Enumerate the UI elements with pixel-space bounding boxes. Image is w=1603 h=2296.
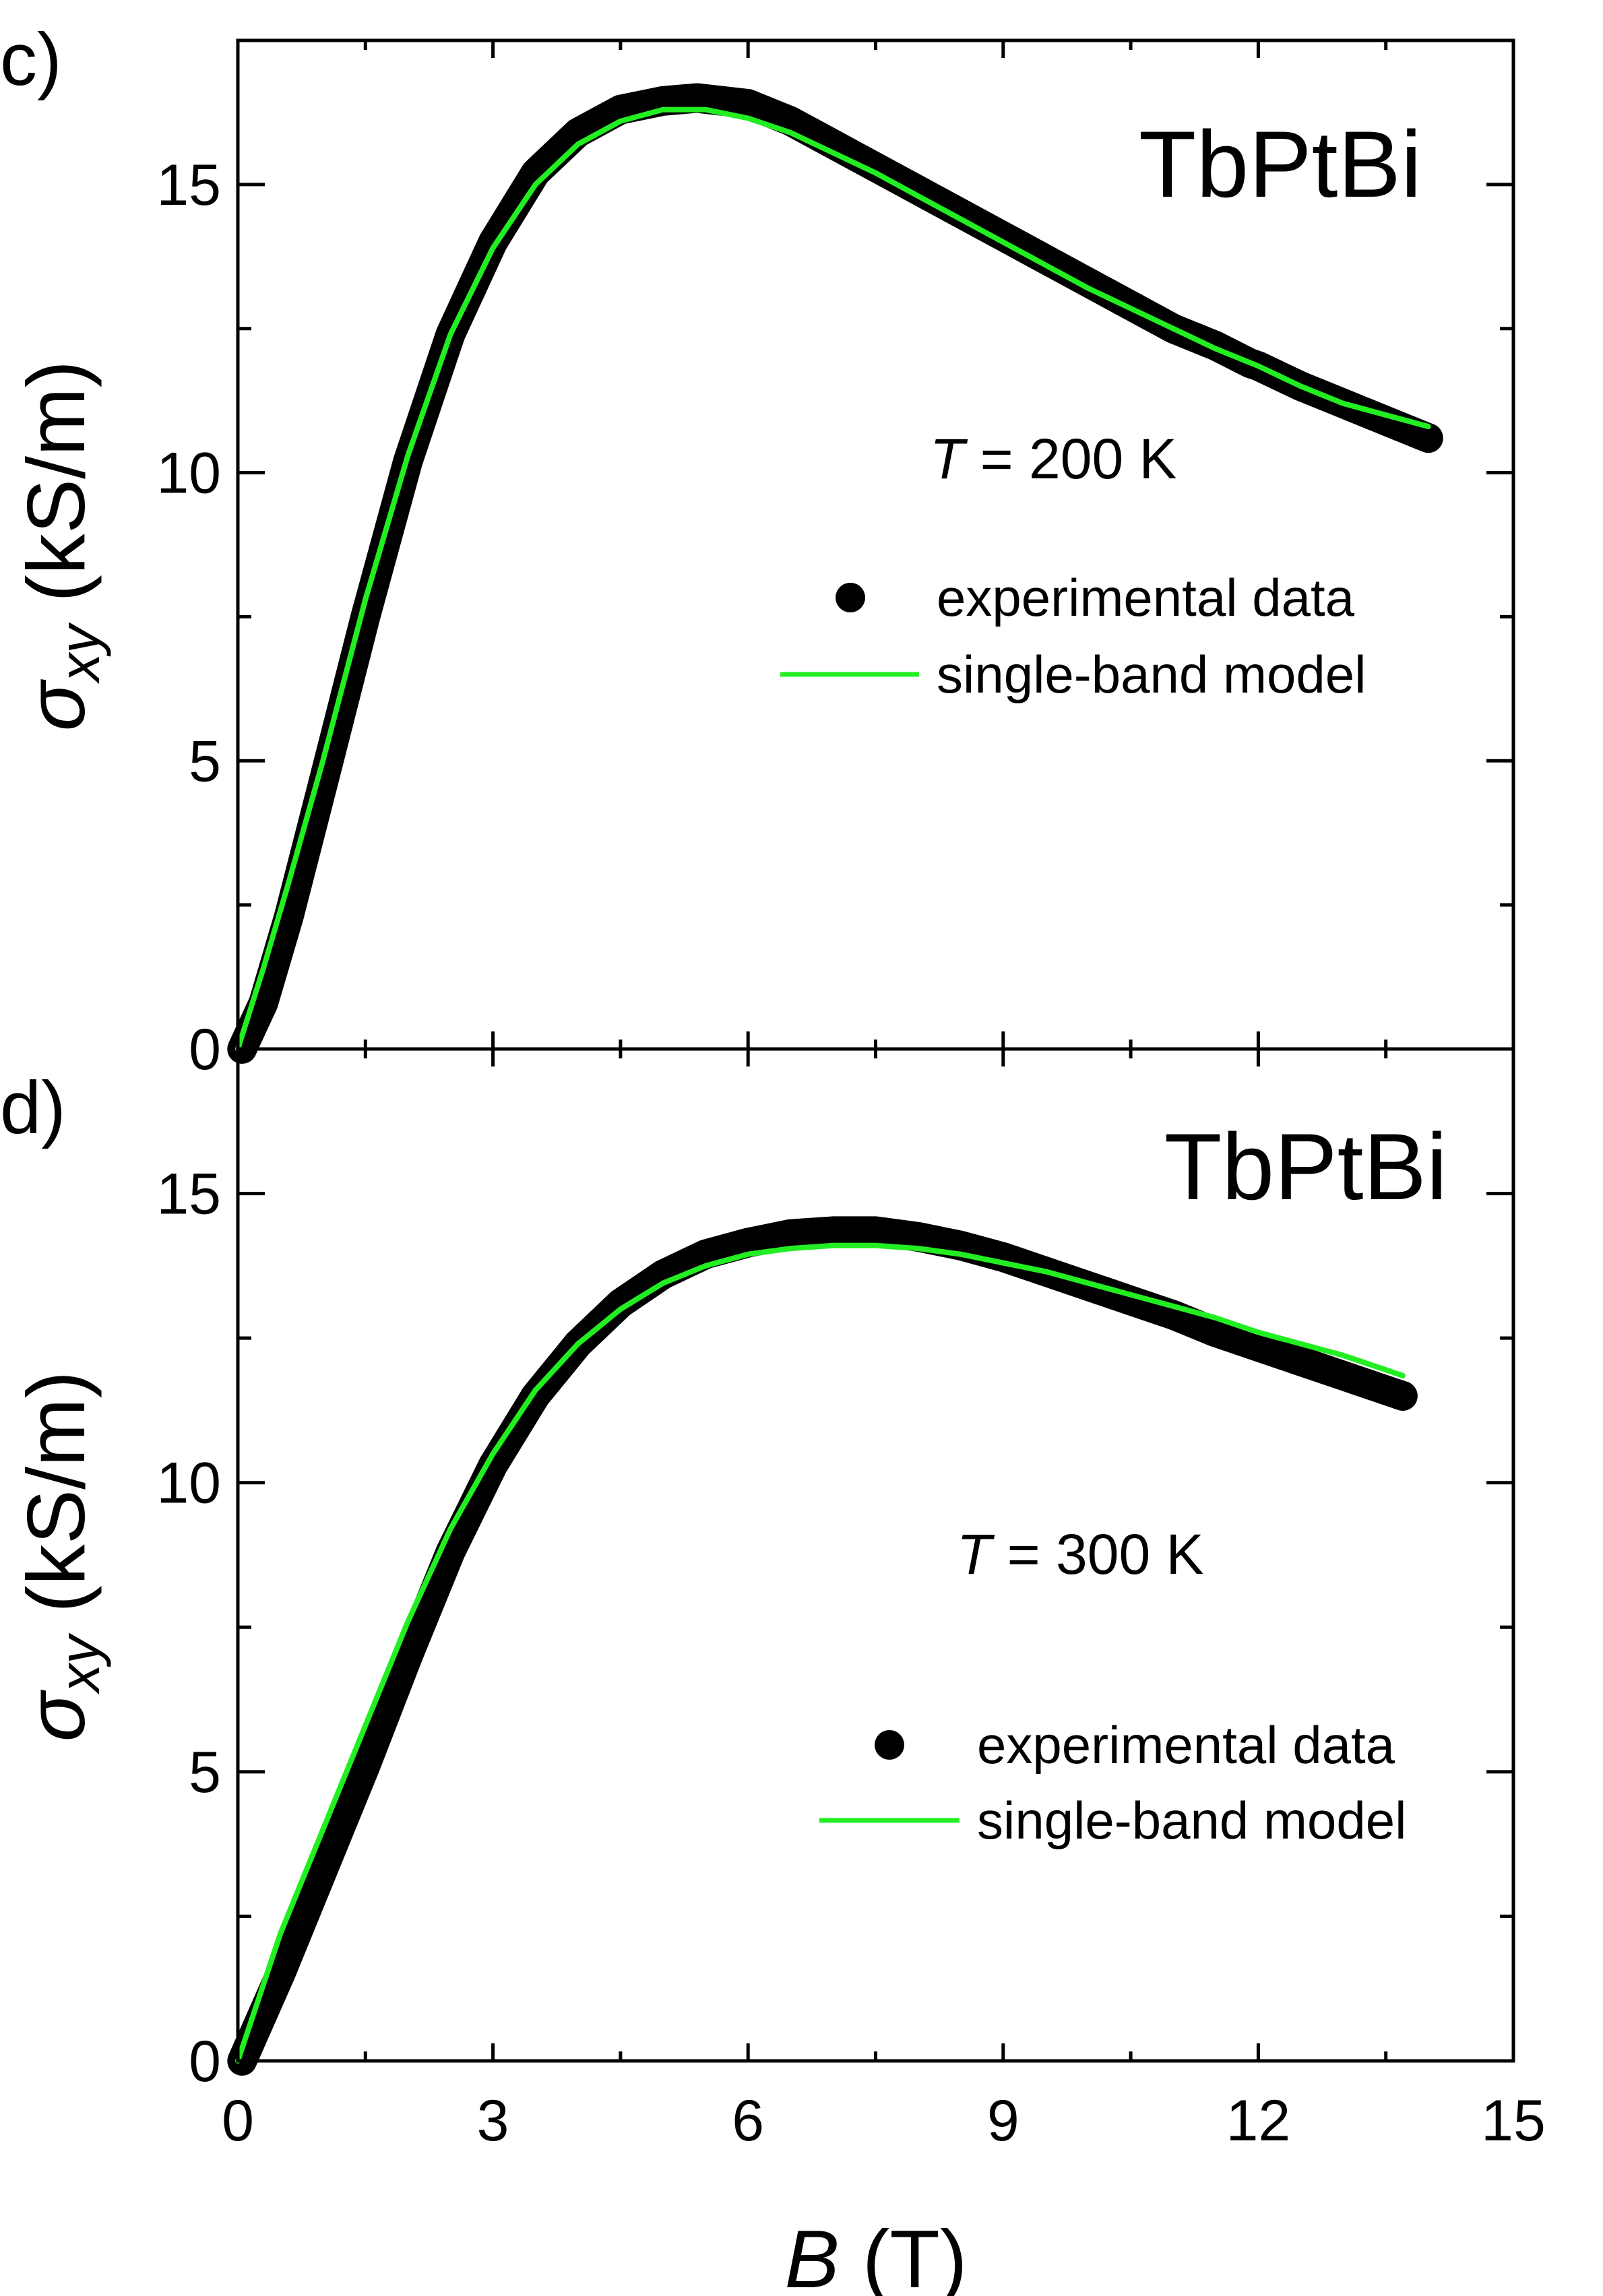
panel-c-y-tick-label: 5 bbox=[189, 729, 221, 794]
panel-d-x-tick-label: 6 bbox=[732, 2088, 764, 2153]
panel-c-y-tick-label: 0 bbox=[189, 1017, 221, 1082]
panel-d-label: d) bbox=[0, 1066, 66, 1149]
panel-d-y-axis-label: σxy (kS/m) bbox=[10, 1371, 111, 1742]
panel-c-ylabel-subscript: xy bbox=[48, 622, 111, 684]
panel-d-legend-marker-experimental bbox=[875, 1730, 904, 1760]
panel-d-legend-label-model: single-band model bbox=[977, 1791, 1406, 1850]
panel-d-legend-label-experimental: experimental data bbox=[977, 1715, 1395, 1775]
panel-d-y-tick-label: 10 bbox=[156, 1451, 221, 1516]
panel-c-y-axis-label: σxy (kS/m) bbox=[10, 360, 111, 732]
panel-d-x-tick-label: 9 bbox=[987, 2088, 1019, 2153]
panel-c-legend-label-experimental: experimental data bbox=[937, 568, 1355, 627]
panel-d-x-tick-label: 3 bbox=[477, 2088, 509, 2153]
panel-d-ylabel-subscript: xy bbox=[48, 1632, 111, 1695]
panel-d-annotation-value: = 300 K bbox=[991, 1523, 1203, 1586]
panel-c: 0 5 10 15 c) TbPtBi T = 200 K experimental … bbox=[0, 18, 1515, 1082]
panel-d-y-tick-label: 15 bbox=[156, 1162, 221, 1227]
panel-c-series bbox=[227, 83, 1443, 1064]
panel-d-annotation-symbol: T bbox=[957, 1523, 995, 1586]
panel-d-tick-labels: 0 5 10 15 0 3 6 9 12 15 bbox=[156, 1162, 1546, 2153]
panel-d-x-tick-label: 12 bbox=[1226, 2088, 1291, 2153]
panel-c-y-tick-label: 15 bbox=[156, 153, 221, 218]
panel-d-y-tick-label: 5 bbox=[189, 1740, 221, 1805]
panel-d-series-experimental-data bbox=[227, 1216, 1418, 2076]
panel-d-temperature-annotation: T = 300 K bbox=[957, 1523, 1204, 1586]
panel-c-title: TbPtBi bbox=[1139, 111, 1422, 217]
panel-c-ylabel-unit: (kS/m) bbox=[10, 360, 102, 625]
panel-c-legend-label-model: single-band model bbox=[937, 645, 1366, 704]
panel-c-temperature-annotation: T = 200 K bbox=[930, 427, 1177, 490]
panel-c-label: c) bbox=[0, 18, 62, 101]
panel-c-y-tick-label: 10 bbox=[156, 441, 221, 506]
panel-d: 0 5 10 15 0 3 6 9 12 15 d) TbPtBi T = 300 K exper… bbox=[0, 1047, 1546, 2153]
panel-c-ylabel-symbol: σ bbox=[10, 678, 102, 731]
panel-c-series-single-band-model bbox=[235, 106, 1431, 1052]
panel-d-ticks bbox=[236, 1047, 1515, 2063]
panel-c-tick-labels: 0 5 10 15 bbox=[156, 153, 221, 1082]
panel-d-x-tick-label: 15 bbox=[1481, 2088, 1546, 2153]
panel-d-series-single-band-model bbox=[235, 1242, 1406, 2064]
x-axis-label: B (T) bbox=[784, 2213, 967, 2296]
panel-d-x-tick-label: 0 bbox=[222, 2088, 254, 2153]
panel-d-ylabel-symbol: σ bbox=[10, 1689, 102, 1742]
panel-d-series bbox=[227, 1216, 1418, 2076]
panel-d-y-tick-label: 0 bbox=[189, 2029, 221, 2094]
panel-d-title: TbPtBi bbox=[1164, 1114, 1447, 1219]
panel-c-legend-marker-experimental bbox=[836, 583, 865, 612]
panel-d-ylabel-unit: (kS/m) bbox=[10, 1371, 102, 1636]
xlabel-variable: B bbox=[784, 2213, 839, 2296]
panel-c-annotation-value: = 200 K bbox=[964, 427, 1176, 490]
panel-c-annotation-symbol: T bbox=[930, 427, 968, 490]
xlabel-unit: (T) bbox=[840, 2213, 968, 2296]
